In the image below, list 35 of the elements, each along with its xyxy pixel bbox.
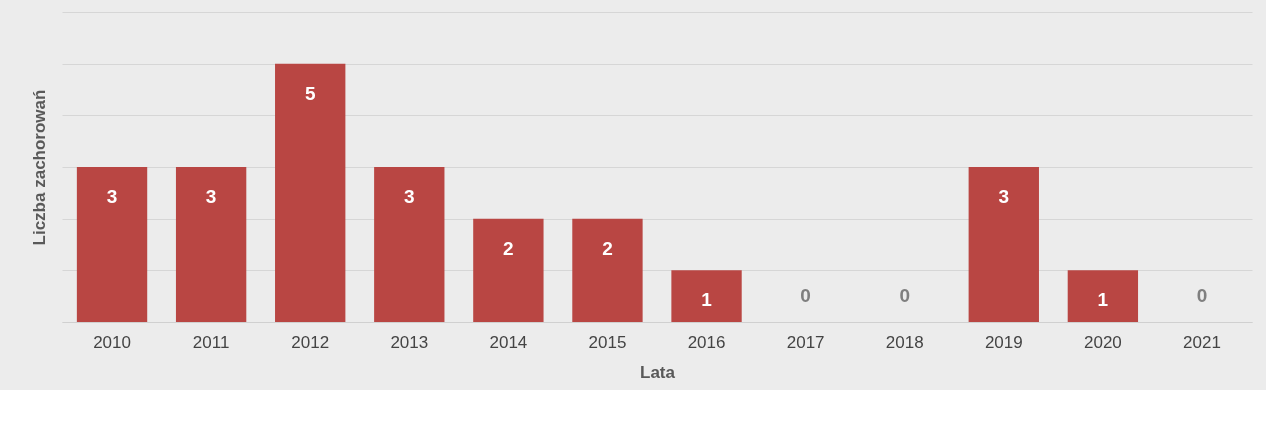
bar [374, 167, 445, 322]
bar [76, 167, 148, 322]
data-label: 2 [602, 237, 613, 259]
x-tick-label: 2019 [984, 332, 1023, 352]
bar [473, 218, 544, 322]
bar [968, 167, 1039, 322]
x-tick-label: 2021 [1183, 332, 1221, 352]
data-label: 3 [998, 186, 1010, 207]
y-axis-title: Liczba zachorowań [29, 89, 49, 246]
data-label: 2 [503, 237, 514, 259]
x-tick-label: 2018 [885, 332, 924, 352]
x-tick-label: 2020 [1083, 332, 1122, 352]
x-tick-label: 2016 [687, 332, 726, 352]
bar [175, 167, 247, 322]
x-tick-label: 2013 [390, 332, 429, 352]
x-tick-label: 2011 [192, 332, 230, 352]
data-label: 5 [304, 82, 316, 104]
bar [572, 218, 643, 322]
bar [671, 270, 742, 322]
bar [1067, 270, 1139, 322]
x-tick-label: 2017 [786, 332, 825, 352]
data-label: 0 [899, 285, 910, 306]
data-label: 3 [106, 186, 118, 207]
data-label: 3 [404, 186, 415, 207]
x-tick-label: 2012 [291, 332, 330, 352]
x-axis-title: Lata [640, 362, 676, 382]
data-label: 0 [1196, 285, 1208, 306]
data-label: 1 [701, 289, 713, 311]
data-label: 0 [800, 285, 811, 306]
data-label: 1 [1097, 289, 1109, 311]
bar [275, 63, 346, 322]
x-tick-label: 2015 [588, 332, 627, 352]
data-label: 3 [205, 186, 217, 207]
x-tick-label: 2010 [93, 332, 131, 352]
x-tick-label: 2014 [489, 332, 528, 352]
